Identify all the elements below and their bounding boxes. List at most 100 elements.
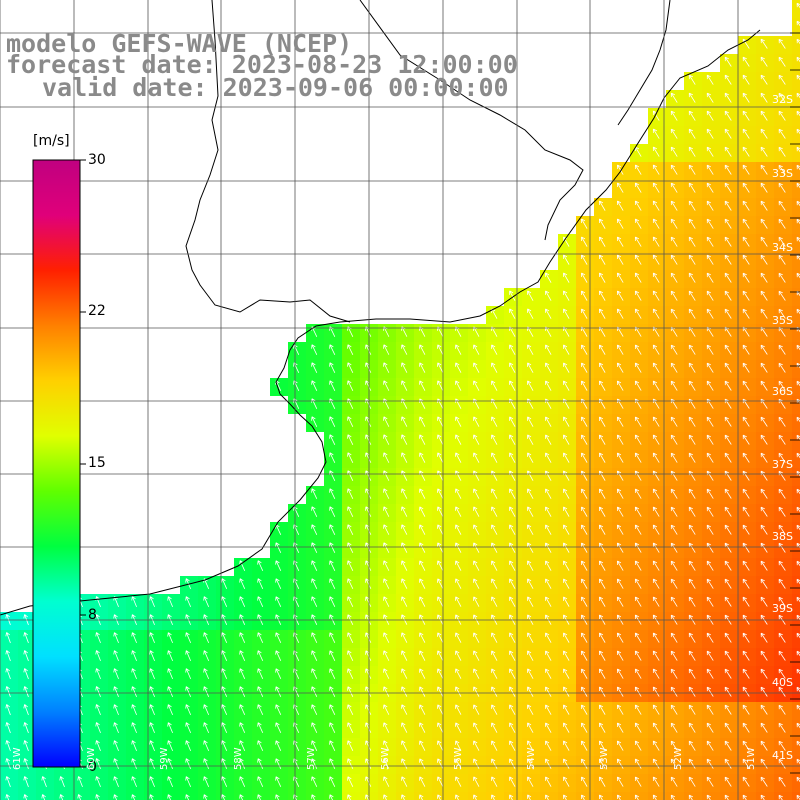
wind-arrow <box>563 704 570 715</box>
wind-arrow <box>616 164 624 175</box>
wind-arrow <box>167 668 174 680</box>
wind-arrow <box>329 560 336 571</box>
wind-arrow <box>706 560 714 571</box>
wind-arrow <box>670 560 678 571</box>
wind-arrow <box>742 560 750 571</box>
wind-arrow <box>652 776 660 787</box>
wind-arrow <box>599 200 606 211</box>
wind-arrow <box>563 488 570 499</box>
wind-arrow <box>311 722 318 733</box>
wind-arrow <box>796 344 800 351</box>
wind-arrow <box>203 596 210 608</box>
wind-arrow <box>742 722 750 733</box>
wind-arrow <box>491 632 498 643</box>
wind-arrow <box>545 758 552 769</box>
wind-arrow <box>688 362 696 373</box>
wind-arrow <box>509 758 516 769</box>
wind-arrow <box>688 218 696 229</box>
wind-arrow <box>347 650 354 661</box>
wind-cell <box>792 18 800 36</box>
wind-arrow <box>473 578 480 589</box>
wind-arrow <box>491 668 498 679</box>
wind-arrow <box>778 776 786 787</box>
wind-arrow <box>563 308 570 319</box>
wind-arrow <box>616 344 624 355</box>
wind-arrow <box>796 506 800 513</box>
wind-arrow <box>383 488 390 499</box>
wind-arrow <box>724 704 732 715</box>
wind-arrow <box>257 596 264 607</box>
wind-arrow <box>724 200 732 211</box>
wind-arrow <box>778 758 786 769</box>
wind-arrow <box>778 128 786 139</box>
wind-arrow <box>670 506 678 517</box>
wind-cell <box>792 324 800 342</box>
wind-arrow <box>742 650 750 661</box>
wind-arrow <box>616 758 624 769</box>
wind-cell <box>234 792 252 800</box>
wind-arrow <box>437 704 444 715</box>
wind-arrow <box>599 668 606 679</box>
wind-arrow <box>257 650 264 661</box>
wind-arrow <box>724 722 732 733</box>
wind-arrow <box>634 542 642 553</box>
wind-arrow <box>527 560 534 571</box>
wind-arrow <box>329 344 336 355</box>
wind-arrow <box>491 686 498 697</box>
wind-arrow <box>778 632 786 643</box>
wind-arrow <box>419 434 426 445</box>
wind-arrow <box>760 668 768 679</box>
wind-arrow <box>796 650 800 657</box>
wind-arrow <box>706 380 714 391</box>
wind-arrow <box>796 668 800 675</box>
wind-arrow <box>473 362 480 373</box>
wind-cell <box>792 180 800 198</box>
colorbar-tick-22: 22 <box>88 303 106 319</box>
wind-cell <box>792 234 800 252</box>
wind-arrow <box>131 632 137 644</box>
wind-arrow <box>383 452 390 463</box>
wind-arrow <box>796 146 800 153</box>
wind-arrow <box>796 560 800 567</box>
wind-arrow <box>347 344 354 355</box>
wind-arrow <box>742 200 750 211</box>
wind-arrow <box>437 668 444 679</box>
wind-arrow <box>688 650 696 661</box>
wind-arrow <box>491 542 498 553</box>
wind-arrow <box>796 362 800 369</box>
wind-arrow <box>688 290 696 301</box>
wind-arrow <box>473 704 480 715</box>
wind-arrow <box>760 290 768 301</box>
wind-arrow <box>688 146 696 157</box>
wind-arrow <box>167 776 174 788</box>
wind-cell <box>792 306 800 324</box>
wind-arrow <box>634 200 642 211</box>
wind-arrow <box>401 452 408 463</box>
wind-arrow <box>239 596 246 607</box>
wind-arrow <box>724 56 732 67</box>
wind-arrow <box>760 362 768 373</box>
wind-cell <box>792 144 800 162</box>
wind-arrow <box>185 776 192 788</box>
wind-arrow <box>652 722 660 733</box>
wind-arrow <box>455 362 462 373</box>
lat-label-37s: 37S <box>772 458 793 471</box>
wind-arrow <box>491 722 498 733</box>
wind-arrow <box>778 110 786 121</box>
wind-arrow <box>688 272 696 283</box>
wind-arrow <box>527 488 534 499</box>
wind-arrow <box>706 506 714 517</box>
wind-arrow <box>599 524 606 535</box>
wind-arrow <box>401 704 408 715</box>
wind-arrow <box>742 470 750 481</box>
wind-arrow <box>437 506 444 517</box>
wind-arrow <box>670 740 678 751</box>
wind-arrow <box>275 686 282 697</box>
wind-arrow <box>563 290 570 301</box>
wind-cell <box>792 756 800 774</box>
wind-arrow <box>527 596 534 607</box>
wind-arrow <box>778 560 786 571</box>
wind-arrow <box>652 182 660 193</box>
wind-arrow <box>778 416 786 427</box>
